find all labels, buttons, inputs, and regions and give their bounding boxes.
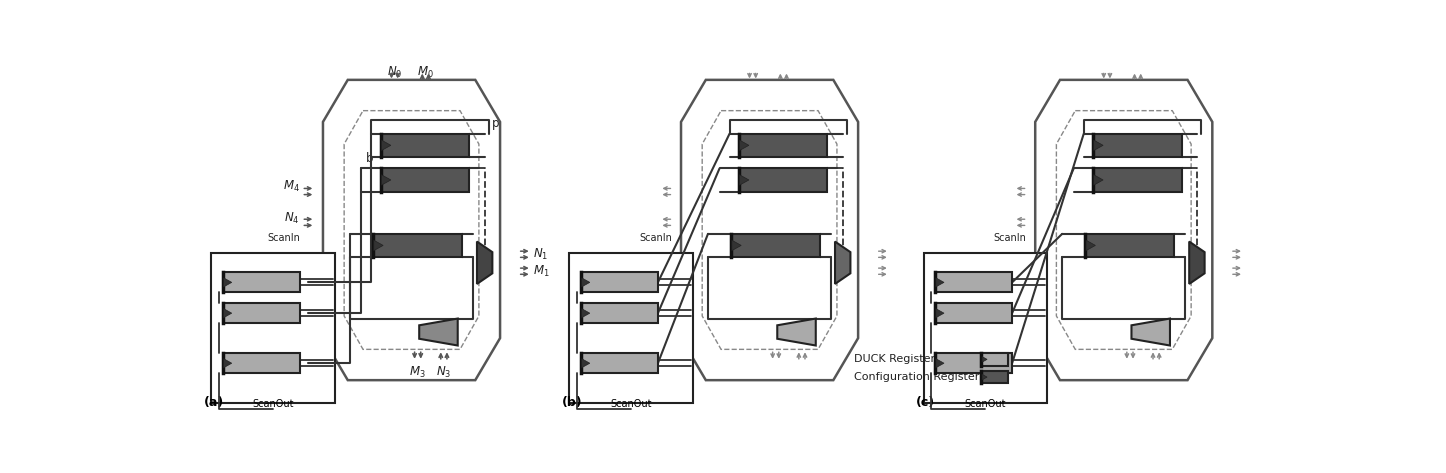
Bar	[211, 253, 334, 403]
Bar	[380, 134, 470, 157]
Bar	[380, 168, 470, 192]
Bar	[924, 253, 1047, 403]
Bar	[1093, 134, 1181, 157]
Text: (b): (b)	[561, 396, 583, 410]
Polygon shape	[834, 242, 850, 284]
Bar	[373, 234, 461, 257]
Bar	[732, 234, 820, 257]
Bar	[581, 272, 658, 292]
Polygon shape	[419, 318, 458, 345]
Polygon shape	[581, 359, 590, 368]
Polygon shape	[382, 140, 390, 150]
Text: Configuration Registers: Configuration Registers	[855, 372, 985, 382]
Polygon shape	[224, 278, 231, 287]
Text: DUCK Registers: DUCK Registers	[855, 354, 941, 364]
Text: p: p	[493, 117, 500, 130]
Text: $N_1$: $N_1$	[534, 247, 548, 262]
Bar	[936, 353, 1012, 373]
Polygon shape	[739, 140, 749, 150]
Text: $M_4$: $M_4$	[283, 179, 299, 193]
Bar	[581, 353, 658, 373]
Text: (a): (a)	[204, 396, 224, 410]
Bar	[223, 303, 299, 323]
Bar	[223, 353, 299, 373]
Polygon shape	[1189, 242, 1205, 284]
Polygon shape	[581, 309, 590, 318]
Polygon shape	[936, 359, 944, 368]
Polygon shape	[373, 240, 383, 251]
Polygon shape	[1093, 140, 1103, 150]
Bar	[1093, 168, 1181, 192]
Text: $N_4$: $N_4$	[285, 211, 299, 226]
Polygon shape	[382, 175, 390, 185]
Polygon shape	[982, 357, 988, 362]
Text: b: b	[366, 151, 373, 165]
Polygon shape	[224, 359, 231, 368]
Polygon shape	[982, 374, 988, 380]
Text: ScanOut: ScanOut	[610, 399, 652, 410]
Polygon shape	[739, 175, 749, 185]
Text: $M_3$: $M_3$	[409, 365, 427, 380]
Text: $N_0$: $N_0$	[388, 64, 402, 79]
Text: $M_1$: $M_1$	[534, 263, 549, 279]
Polygon shape	[1093, 175, 1103, 185]
Polygon shape	[778, 318, 816, 345]
Bar	[581, 303, 658, 323]
Bar	[739, 168, 827, 192]
Text: (c): (c)	[915, 396, 936, 410]
Text: $N_3$: $N_3$	[437, 365, 451, 380]
Polygon shape	[581, 278, 590, 287]
Bar	[982, 353, 1008, 366]
Bar	[570, 253, 693, 403]
Bar	[223, 272, 299, 292]
Bar	[936, 303, 1012, 323]
Bar	[739, 134, 827, 157]
Polygon shape	[224, 309, 231, 318]
Polygon shape	[477, 242, 493, 284]
Text: ScanIn: ScanIn	[639, 233, 672, 243]
Bar	[982, 371, 1008, 383]
Text: ScanOut: ScanOut	[252, 399, 294, 410]
Polygon shape	[936, 278, 944, 287]
Bar	[1086, 234, 1174, 257]
Polygon shape	[1086, 240, 1096, 251]
Polygon shape	[732, 240, 742, 251]
Text: ScanIn: ScanIn	[993, 233, 1027, 243]
Polygon shape	[1131, 318, 1170, 345]
Text: ScanIn: ScanIn	[268, 233, 299, 243]
Text: ScanOut: ScanOut	[964, 399, 1006, 410]
Bar	[936, 272, 1012, 292]
Text: $M_0$: $M_0$	[416, 64, 434, 79]
Polygon shape	[936, 309, 944, 318]
